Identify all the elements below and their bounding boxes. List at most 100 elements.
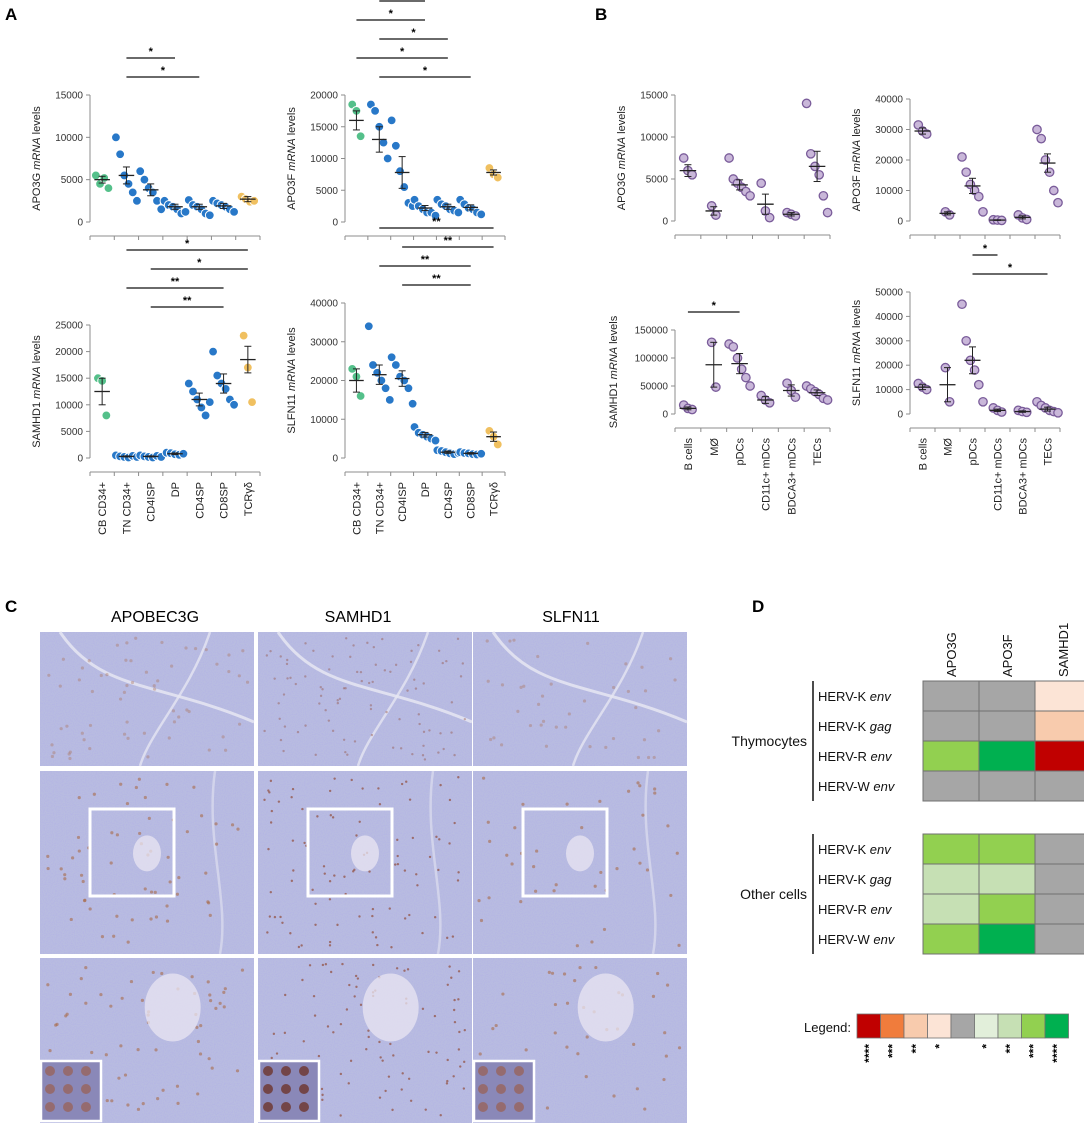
stain-dot	[88, 746, 92, 751]
stain-dot	[207, 1057, 211, 1061]
stain-dot	[331, 816, 335, 819]
significance-stars: *	[161, 65, 166, 77]
stain-dot	[549, 682, 553, 686]
stain-dot	[406, 689, 409, 692]
stain-dot	[270, 809, 274, 813]
panel-label-b: B	[595, 5, 607, 24]
data-point	[822, 207, 833, 218]
stain-dot	[115, 643, 119, 647]
heatmap-cell	[978, 770, 1036, 802]
stain-dot	[237, 674, 241, 678]
stain-dot	[304, 642, 307, 645]
y-axis-label: APO3F mRNA levels	[851, 108, 863, 211]
stain-dot	[319, 694, 323, 698]
stain-dot	[266, 931, 269, 934]
y-axis-label: SLFN11 mRNA levels	[851, 299, 863, 406]
x-tick-label: CD8SP	[219, 482, 231, 519]
stain-dot	[208, 913, 212, 917]
stain-dot	[312, 994, 316, 998]
stain-dot	[67, 752, 71, 756]
stain-dot	[433, 1014, 437, 1018]
stain-dot	[185, 708, 189, 712]
stain-dot	[645, 868, 650, 872]
heatmap-cell	[978, 710, 1036, 742]
histology-image	[39, 958, 254, 1123]
stain-dot	[147, 816, 151, 821]
stain-dot	[638, 784, 642, 788]
stain-dot	[656, 971, 660, 976]
stain-dot	[353, 995, 356, 998]
stain-dot	[411, 752, 414, 756]
stain-dot	[329, 970, 333, 974]
stain-dot	[632, 1042, 636, 1046]
photo-title-slfn11: SLFN11	[542, 609, 600, 626]
stain-dot	[355, 670, 359, 674]
stain-dot	[445, 659, 448, 663]
stain-dot	[366, 641, 369, 645]
data-point	[180, 206, 191, 217]
stain-dot	[184, 646, 188, 650]
stain-dot	[359, 1003, 363, 1007]
stain-dot	[416, 884, 419, 887]
stain-dot	[55, 1022, 59, 1027]
stain-dot	[123, 1073, 128, 1077]
data-point	[229, 399, 239, 410]
inset-cell	[63, 1102, 73, 1112]
stain-dot	[289, 932, 292, 935]
stain-dot	[130, 918, 134, 922]
y-tick-label: 10000	[55, 133, 83, 144]
significance-stars: **	[171, 276, 180, 288]
stain-dot	[669, 893, 673, 898]
stain-dot	[338, 697, 342, 701]
stain-dot	[138, 831, 142, 836]
data-point	[220, 383, 231, 394]
stain-dot	[528, 723, 533, 728]
stain-dot	[626, 689, 630, 694]
stain-dot	[187, 709, 191, 714]
hassall-body	[566, 835, 594, 872]
stain-dot	[143, 887, 147, 891]
heatmap-cell	[978, 893, 1036, 925]
stain-dot	[673, 678, 677, 682]
stain-dot	[562, 972, 567, 976]
stain-dot	[317, 1054, 321, 1058]
data-point	[382, 153, 393, 164]
stain-dot	[119, 782, 123, 786]
legend-stars: *	[979, 1044, 993, 1049]
histology-image	[257, 958, 472, 1123]
stain-dot	[377, 787, 380, 790]
stain-dot	[408, 913, 411, 917]
stain-dot	[46, 866, 50, 871]
stain-dot	[100, 935, 105, 939]
legend-swatch	[997, 1013, 1022, 1039]
hassall-body	[351, 835, 379, 872]
stain-dot	[327, 719, 331, 722]
data-point	[492, 172, 503, 183]
stain-dot	[79, 976, 83, 981]
stain-dot	[662, 1077, 666, 1082]
y-tick-label: 15000	[310, 122, 338, 133]
stain-dot	[227, 653, 231, 657]
heatmap-cell	[1034, 923, 1084, 955]
stain-dot	[396, 862, 400, 866]
stain-dot	[172, 720, 177, 724]
stain-dot	[193, 646, 198, 651]
stain-dot	[355, 834, 358, 837]
stain-dot	[413, 678, 416, 681]
significance-stars: **	[421, 254, 430, 266]
stain-dot	[126, 736, 130, 740]
stain-dot	[206, 980, 210, 984]
stain-dot	[381, 637, 384, 641]
stain-dot	[452, 1075, 455, 1078]
y-tick-label: 10000	[875, 385, 903, 396]
stain-dot	[554, 725, 558, 729]
stain-dot	[81, 879, 85, 884]
stain-dot	[344, 750, 347, 754]
stain-dot	[396, 854, 399, 858]
stain-dot	[134, 785, 138, 790]
data-point	[961, 167, 972, 178]
data-point	[247, 397, 257, 408]
stain-dot	[165, 782, 169, 786]
chart-7: 0 50000 100000 150000 SAMHD1 mRNA levels B ce…	[608, 300, 833, 515]
